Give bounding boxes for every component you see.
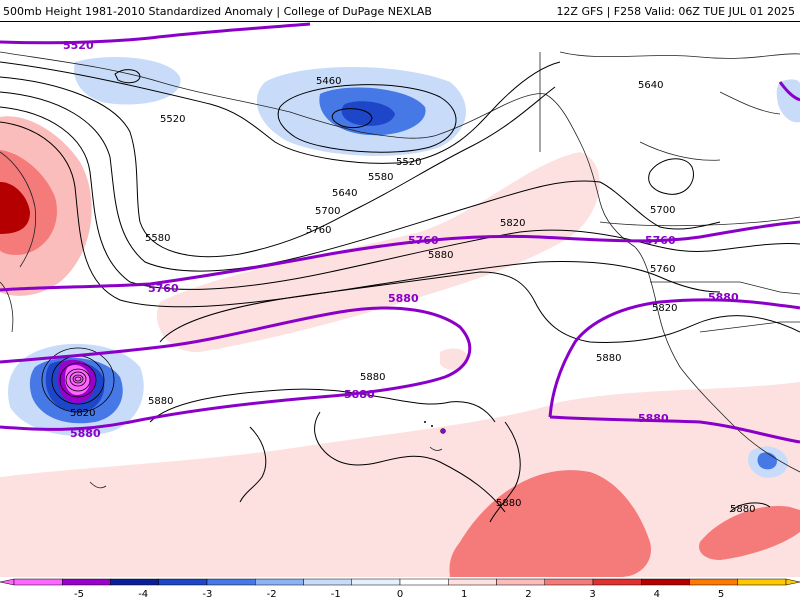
negative-anomaly-gulf-alaska-inner — [341, 101, 395, 126]
colorbar-swatch-m4 — [110, 578, 159, 586]
positive-anomaly-west-core — [0, 182, 30, 234]
colorbar-tick-label: -1 — [331, 589, 341, 600]
colorbar-tick-label: -5 — [74, 589, 84, 600]
hawaii-islands — [424, 421, 446, 434]
contour-label-5820-a: 5820 — [500, 218, 525, 229]
climo-label-5880-a: 5880 — [388, 292, 419, 305]
colorbar-ticks: -5 -4 -3 -2 -1 0 1 2 3 4 5 — [74, 589, 724, 600]
colorbar-swatch-p15 — [448, 578, 497, 586]
climo-label-5880-d: 5880 — [708, 291, 739, 304]
climo-label-5760-c: 5760 — [645, 234, 676, 247]
climo-label-5880-c: 5880 — [70, 427, 101, 440]
contour-label-5880-e: 5880 — [496, 498, 521, 509]
colorbar-tick-label: 0 — [397, 589, 403, 600]
contour-labels: 5460 5520 5520 5580 5580 5640 5640 5700 … — [70, 76, 755, 515]
map-title: 500mb Height 1981-2010 Standardized Anom… — [3, 5, 432, 18]
colorbar-swatch-p3 — [592, 578, 642, 586]
colorbar-tick-label: 4 — [654, 589, 660, 600]
contour-label-5880-a: 5880 — [428, 250, 453, 261]
climo-label-5880-b: 5880 — [344, 388, 375, 401]
colorbar-swatch-m35 — [158, 578, 208, 586]
model-valid-time: 12Z GFS | F258 Valid: 06Z TUE JUL 01 202… — [556, 5, 795, 18]
colorbar-swatches — [0, 578, 800, 586]
contour-label-5760-a: 5760 — [306, 225, 331, 236]
colorbar-swatch-m15 — [351, 578, 401, 586]
colorbar-swatch-m3 — [206, 578, 256, 586]
contour-label-5880-c: 5880 — [360, 372, 385, 383]
height-anomaly-map: 5460 5520 5520 5580 5580 5640 5640 5700 … — [0, 22, 800, 577]
contour-label-5520-b: 5520 — [396, 157, 421, 168]
contour-label-5520-a: 5520 — [160, 114, 185, 125]
anomaly-colorbar: -5 -4 -3 -2 -1 0 1 2 3 4 5 — [0, 577, 800, 600]
colorbar-swatch-m25 — [255, 578, 304, 586]
colorbar-tick-label: 2 — [525, 589, 531, 600]
colorbar-swatch-p4 — [689, 578, 738, 586]
colorbar-arrow-right — [785, 578, 800, 586]
contour-label-5820-b: 5820 — [652, 303, 677, 314]
colorbar-swatch-m2 — [303, 578, 352, 586]
positive-anomaly-se-core — [699, 506, 800, 560]
climo-label-5880-e: 5880 — [638, 412, 669, 425]
climo-label-5760-a: 5760 — [148, 282, 179, 295]
colorbar-swatch-p2 — [496, 578, 545, 586]
climo-label-5760-b: 5760 — [408, 234, 439, 247]
contour-label-5640-a: 5640 — [332, 188, 357, 199]
climatology-labels: 5520 5760 5760 5760 5880 5880 5880 5880 … — [63, 39, 739, 440]
colorbar-swatch-p5 — [737, 578, 787, 586]
height-contours — [0, 61, 800, 523]
contour-label-5700-a: 5700 — [315, 206, 340, 217]
colorbar-tick-label: -4 — [138, 589, 148, 600]
colorbar-swatch-m45 — [62, 578, 111, 586]
colorbar-tick-label: -3 — [202, 589, 212, 600]
negative-anomaly-ne — [776, 79, 800, 123]
colorbar-tick-label: 3 — [589, 589, 595, 600]
negative-anomaly-typhoon-eye — [65, 365, 91, 395]
anomaly-shading — [0, 57, 800, 577]
colorbar-swatch-p35 — [641, 578, 690, 586]
contour-label-5640-b: 5640 — [638, 80, 663, 91]
contour-label-5880-b: 5880 — [596, 353, 621, 364]
climo-label-5520: 5520 — [63, 39, 94, 52]
colorbar-tick-label: 1 — [461, 589, 467, 600]
contour-label-5880-d: 5880 — [148, 396, 173, 407]
colorbar-swatch-m5 — [13, 578, 63, 586]
positive-anomaly-south-core — [449, 470, 651, 577]
contour-label-5580-b: 5580 — [145, 233, 170, 244]
colorbar-swatch-p25 — [544, 578, 594, 586]
contour-label-5820-c: 5820 — [70, 408, 95, 419]
colorbar-tick-label: -2 — [267, 589, 277, 600]
contour-label-5880-f: 5880 — [730, 504, 755, 515]
positive-anomaly-central-band — [156, 152, 600, 353]
map-header: 500mb Height 1981-2010 Standardized Anom… — [0, 0, 800, 22]
positive-anomaly-central-small — [440, 348, 469, 370]
colorbar-swatch-z — [399, 578, 449, 586]
contour-label-5700-b: 5700 — [650, 205, 675, 216]
contour-label-5760-b: 5760 — [650, 264, 675, 275]
contour-label-5580-a: 5580 — [368, 172, 393, 183]
colorbar-arrow-left — [0, 578, 15, 586]
colorbar-tick-label: 5 — [718, 589, 724, 600]
climatology-contours — [0, 22, 800, 444]
negative-anomaly-nw — [74, 57, 181, 105]
contour-label-5460: 5460 — [316, 76, 341, 87]
